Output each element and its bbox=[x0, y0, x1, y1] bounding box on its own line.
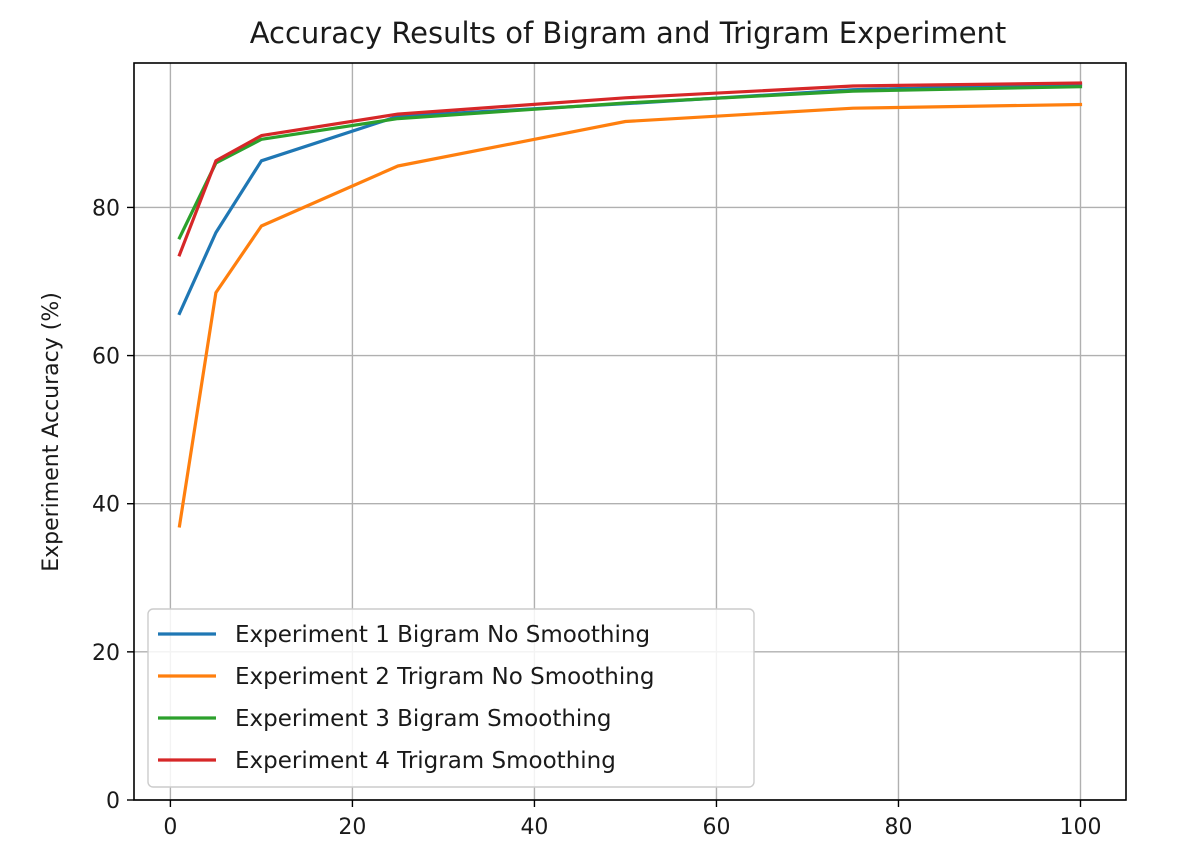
legend: Experiment 1 Bigram No Smoothing Experime… bbox=[147, 608, 755, 788]
y-tick-label: 0 bbox=[106, 789, 120, 814]
chart-title: Accuracy Results of Bigram and Trigram E… bbox=[250, 16, 1007, 50]
legend-entry-label: Experiment 3 Bigram Smoothing bbox=[235, 706, 612, 732]
y-tick-label: 20 bbox=[92, 641, 120, 666]
y-tick-label: 60 bbox=[92, 345, 120, 370]
axis-ticks: 0 20 40 60 80 100 0 20 40 60 80 bbox=[92, 196, 1101, 840]
series-line bbox=[177, 102, 1083, 528]
x-tick-label: 20 bbox=[338, 815, 366, 840]
x-tick-label: 40 bbox=[520, 815, 548, 840]
y-tick-label: 40 bbox=[92, 493, 120, 518]
series-lines bbox=[177, 81, 1083, 528]
legend-box bbox=[147, 608, 755, 788]
legend-entry-label: Experiment 4 Trigram Smoothing bbox=[235, 748, 616, 774]
plot-frame bbox=[133, 62, 1127, 801]
series-line bbox=[177, 81, 1083, 257]
y-tick-label: 80 bbox=[92, 196, 120, 221]
x-tick-label: 0 bbox=[163, 815, 177, 840]
legend-entry-label: Experiment 1 Bigram No Smoothing bbox=[235, 622, 650, 648]
legend-entry-label: Experiment 2 Trigram No Smoothing bbox=[235, 664, 654, 690]
y-axis-label: Experiment Accuracy (%) bbox=[39, 292, 64, 572]
x-tick-label: 100 bbox=[1059, 815, 1101, 840]
x-tick-label: 80 bbox=[884, 815, 912, 840]
x-tick-label: 60 bbox=[702, 815, 730, 840]
